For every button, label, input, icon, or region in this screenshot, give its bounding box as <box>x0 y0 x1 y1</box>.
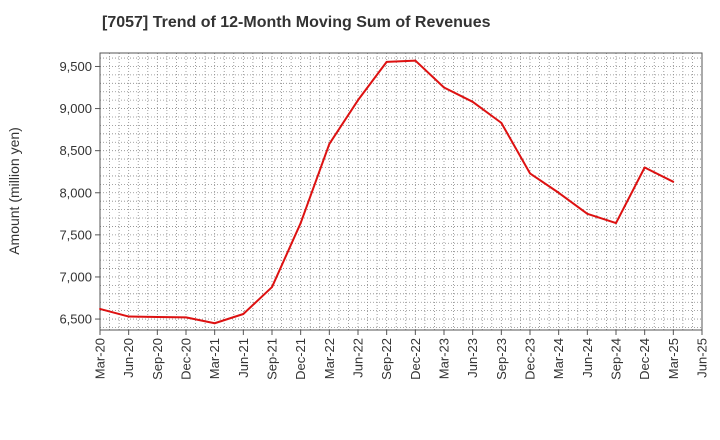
x-tick-label: Dec-22 <box>408 338 423 380</box>
series-layer <box>99 59 675 325</box>
y-axis-ticks: 6,500 7,000 7,500 8,000 8,500 9,000 9,500 <box>59 59 100 327</box>
y-tick-label: 9,000 <box>59 101 92 116</box>
data-point <box>414 59 417 62</box>
x-tick-label: Jun-22 <box>351 338 366 378</box>
x-tick-label: Jun-21 <box>236 338 251 378</box>
data-point <box>586 212 589 215</box>
y-tick-label: 8,000 <box>59 185 92 200</box>
x-tick-label: Jun-24 <box>580 338 595 378</box>
data-point <box>385 60 388 63</box>
data-point <box>615 222 617 224</box>
y-tick-label: 9,500 <box>59 59 92 74</box>
data-point <box>672 180 675 183</box>
data-point <box>557 191 560 194</box>
x-tick-label: Sep-23 <box>494 338 509 380</box>
x-tick-label: Sep-20 <box>150 338 165 380</box>
data-point <box>156 316 159 318</box>
x-tick-label: Mar-25 <box>666 338 681 379</box>
data-point <box>529 172 531 175</box>
x-tick-label: Dec-20 <box>179 338 194 380</box>
data-point <box>500 121 503 124</box>
x-tick-label: Sep-22 <box>379 338 394 380</box>
x-axis-ticks: Mar-20 Jun-20 Sep-20 Dec-20 Mar-21 Jun-21 Sep-… <box>93 330 710 380</box>
x-tick-label: Mar-24 <box>551 338 566 379</box>
data-point <box>213 322 216 325</box>
data-point <box>185 316 187 319</box>
y-tick-label: 7,000 <box>59 269 92 284</box>
data-point <box>242 313 245 315</box>
x-tick-label: Mar-21 <box>207 338 222 379</box>
x-tick-label: Mar-23 <box>437 338 452 379</box>
data-point <box>443 86 445 89</box>
x-tick-label: Dec-21 <box>293 338 308 380</box>
chart-title: [7057] Trend of 12-Month Moving Sum of R… <box>102 14 491 31</box>
x-tick-label: Jun-23 <box>465 338 480 378</box>
data-point <box>299 222 302 224</box>
data-point <box>328 143 331 145</box>
data-point <box>99 308 101 310</box>
x-tick-label: Dec-23 <box>523 338 538 380</box>
data-point <box>127 315 130 318</box>
x-tick-label: Sep-21 <box>265 338 280 380</box>
x-tick-label: Dec-24 <box>637 338 652 380</box>
y-axis-title: Amount (million yen) <box>6 127 22 255</box>
y-tick-label: 8,500 <box>59 143 92 158</box>
x-tick-label: Mar-22 <box>322 338 337 379</box>
plot-area-frame <box>99 52 703 331</box>
x-tick-label: Jun-20 <box>121 338 136 378</box>
data-point <box>471 100 474 103</box>
grid-layer <box>100 53 702 330</box>
y-tick-label: 6,500 <box>59 312 92 327</box>
data-point <box>357 99 359 102</box>
y-tick-label: 7,500 <box>59 227 92 242</box>
data-point <box>271 286 273 288</box>
x-tick-label: Sep-24 <box>609 338 624 380</box>
x-tick-label: Mar-20 <box>93 338 108 379</box>
x-tick-label: Jun-25 <box>695 338 710 378</box>
data-point <box>643 166 646 169</box>
